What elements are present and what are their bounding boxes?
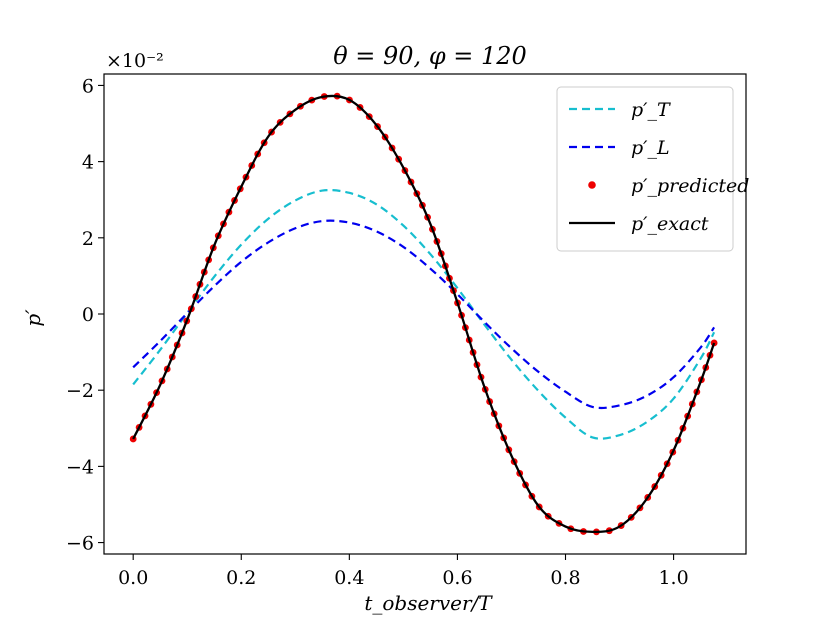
plot-area: 0.0 0.2 0.4 0.6 0.8 1.0 −6 −4 −2 0 2 4 6 — [66, 73, 747, 589]
legend-label: p′_predicted — [631, 175, 749, 197]
x-tick-label: 0.4 — [334, 567, 364, 589]
legend-marker-dot — [588, 181, 596, 189]
legend-box — [556, 86, 734, 252]
y-tick-label: 6 — [82, 75, 94, 97]
y-tick-label: 0 — [82, 304, 94, 326]
legend: p′_T p′_L p′_predicted p′_exact — [556, 86, 749, 252]
legend-label: p′_T — [631, 99, 671, 121]
legend-entry-predicted: p′_predicted — [588, 175, 749, 197]
y-tick-label: −2 — [66, 380, 94, 402]
x-tick-label: 0.6 — [442, 567, 472, 589]
y-axis-label: p′ — [21, 309, 45, 327]
series-line-pT — [132, 188, 716, 440]
legend-entry-pL: p′_L — [569, 137, 670, 159]
y-tick-label: −4 — [66, 456, 94, 478]
legend-entry-exact: p′_exact — [569, 213, 709, 235]
series-line-pL — [132, 219, 716, 410]
x-tick-label: 0.0 — [118, 567, 148, 589]
x-tick-label: 0.8 — [550, 567, 580, 589]
y-tick-label: 2 — [82, 228, 94, 250]
y-scale-label: ×10⁻² — [106, 50, 164, 72]
legend-entry-pT: p′_T — [569, 99, 671, 121]
x-tick-label: 0.2 — [226, 567, 256, 589]
y-tick-label: 4 — [82, 152, 94, 174]
y-tick-label: −6 — [66, 533, 94, 555]
x-axis-label: t_observer/T — [364, 591, 493, 615]
legend-label: p′_L — [631, 137, 670, 159]
x-tick-label: 1.0 — [658, 567, 688, 589]
series-line-exact — [132, 94, 716, 534]
legend-label: p′_exact — [631, 213, 709, 235]
chart-title: θ = 90, φ = 120 — [333, 42, 527, 70]
